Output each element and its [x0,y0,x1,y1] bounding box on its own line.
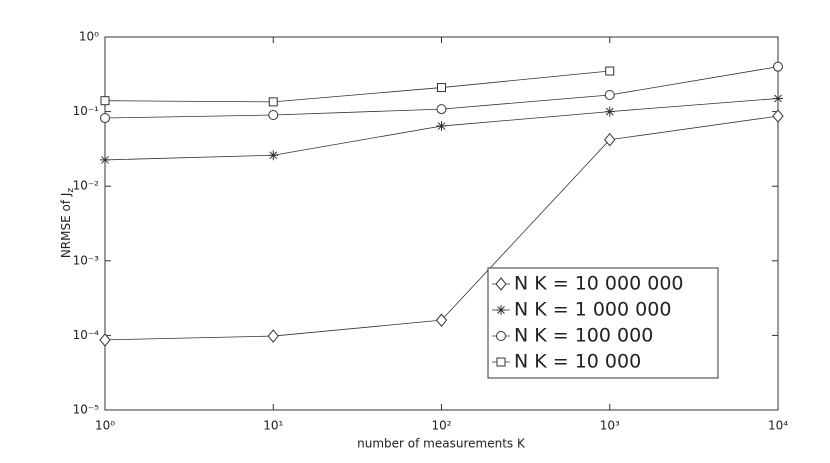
marker [268,97,278,107]
y-axis-label-sub: z [66,188,76,193]
y-tick-label: 10⁻² [73,179,100,193]
x-tick-label: 10⁰ [95,419,115,433]
x-tick-label: 10⁴ [768,419,788,433]
y-tick-label: 10⁻¹ [73,104,100,118]
legend-label: N K = 100 000 [514,325,653,347]
x-tick-label: 10¹ [263,419,283,433]
y-tick-label: 10⁻³ [73,253,100,267]
y-tick-label: 10⁻⁵ [73,403,100,417]
marker [436,104,447,115]
legend-box [487,267,719,379]
marker [435,313,448,327]
marker [268,150,279,161]
marker [605,66,615,76]
marker [604,106,615,117]
marker [773,93,783,104]
x-axis-label: number of measurements K [357,437,526,451]
marker [436,121,447,132]
marker [99,333,111,347]
legend-marker [496,331,506,341]
marker [772,109,784,123]
legend-marker [496,357,506,367]
marker [437,83,446,93]
marker [100,96,110,106]
y-axis-label: NRMSE of Jz [59,188,76,259]
x-tick-label: 10² [431,419,451,433]
series-line [104,70,610,103]
y-tick-label: 10⁰ [79,30,99,44]
y-axis-label-main: NRMSE of J [59,193,73,259]
marker [268,110,279,121]
marker [100,113,110,124]
marker [267,329,279,343]
legend-label: N K = 10 000 [514,351,641,373]
marker [773,61,783,72]
legend-label: N K = 1 000 000 [514,299,671,321]
marker [604,89,615,100]
marker [100,154,110,165]
y-tick-label: 10⁻⁴ [73,328,100,342]
legend-marker [496,305,506,315]
legend-marker [495,277,507,291]
x-tick-label: 10³ [600,419,620,433]
legend-label: N K = 10 000 000 [514,273,684,295]
marker [604,132,616,147]
